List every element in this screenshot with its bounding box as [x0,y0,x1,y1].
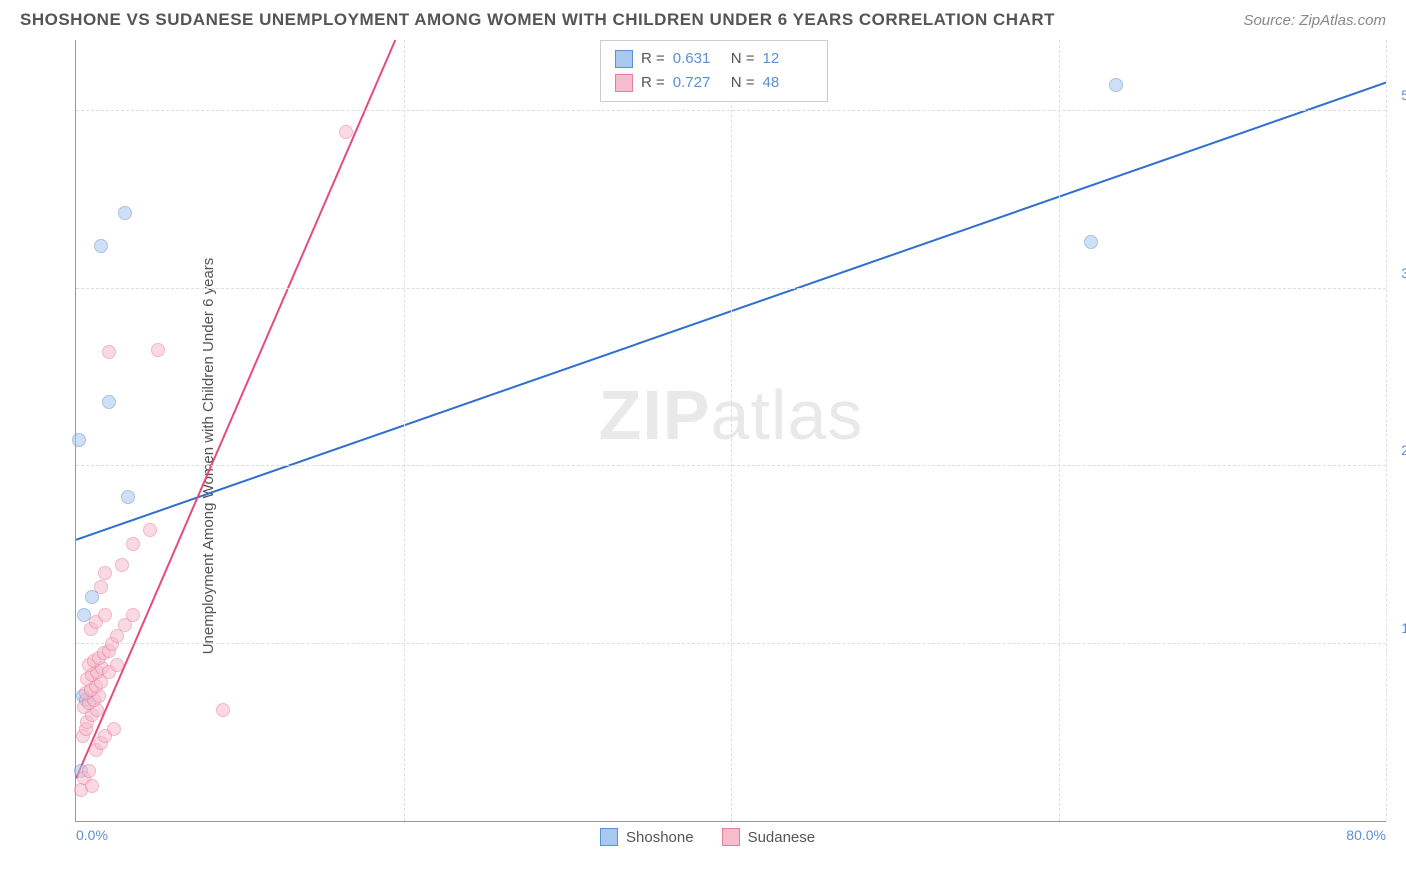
data-point [1084,235,1098,249]
x-tick-min: 0.0% [76,827,108,843]
data-point [1109,78,1123,92]
data-point [98,566,112,580]
legend-swatch-sudanese [615,74,633,92]
gridline-v [1386,40,1387,821]
n-label: N = [731,47,755,71]
data-point [82,764,96,778]
legend-swatch-shoshone [615,50,633,68]
n-label: N = [731,71,755,95]
plot-region: ZIPatlas R = 0.631 N = 12 R = 0.727 N = … [75,40,1386,822]
r-value-sudanese: 0.727 [673,71,723,95]
y-tick: 50.0% [1401,87,1406,103]
n-value-shoshone: 12 [763,47,813,71]
data-point [110,658,124,672]
r-value-shoshone: 0.631 [673,47,723,71]
data-point [98,608,112,622]
y-tick: 25.0% [1401,442,1406,458]
r-label: R = [641,71,665,95]
chart-title: SHOSHONE VS SUDANESE UNEMPLOYMENT AMONG … [20,10,1055,30]
data-point [118,206,132,220]
data-point [107,722,121,736]
legend-item-sudanese: Sudanese [722,828,816,846]
data-point [94,239,108,253]
legend-row-shoshone: R = 0.631 N = 12 [615,47,813,71]
data-point [72,433,86,447]
data-point [102,345,116,359]
y-tick: 37.5% [1401,265,1406,281]
watermark-atlas: atlas [711,376,864,454]
trend-line [76,40,395,778]
x-tick-max: 80.0% [1346,827,1386,843]
gridline-v [404,40,405,821]
data-point [216,703,230,717]
data-point [102,395,116,409]
data-point [126,537,140,551]
gridline-v [1059,40,1060,821]
legend-item-shoshone: Shoshone [600,828,694,846]
legend-label-shoshone: Shoshone [626,829,694,846]
legend-label-sudanese: Sudanese [748,829,816,846]
data-point [85,779,99,793]
watermark-zip: ZIP [599,376,711,454]
n-value-sudanese: 48 [763,71,813,95]
legend-swatch-shoshone [600,828,618,846]
chart-header: SHOSHONE VS SUDANESE UNEMPLOYMENT AMONG … [0,0,1406,35]
gridline-v [731,40,732,821]
data-point [94,580,108,594]
chart-area: Unemployment Among Women with Children U… [20,40,1386,872]
legend-row-sudanese: R = 0.727 N = 48 [615,71,813,95]
data-point [143,523,157,537]
data-point [151,343,165,357]
series-legend: Shoshone Sudanese [600,828,815,846]
data-point [115,558,129,572]
chart-source: Source: ZipAtlas.com [1243,12,1386,29]
y-tick: 12.5% [1401,620,1406,636]
r-label: R = [641,47,665,71]
legend-swatch-sudanese [722,828,740,846]
data-point [339,125,353,139]
data-point [126,608,140,622]
correlation-legend: R = 0.631 N = 12 R = 0.727 N = 48 [600,40,828,102]
data-point [121,490,135,504]
